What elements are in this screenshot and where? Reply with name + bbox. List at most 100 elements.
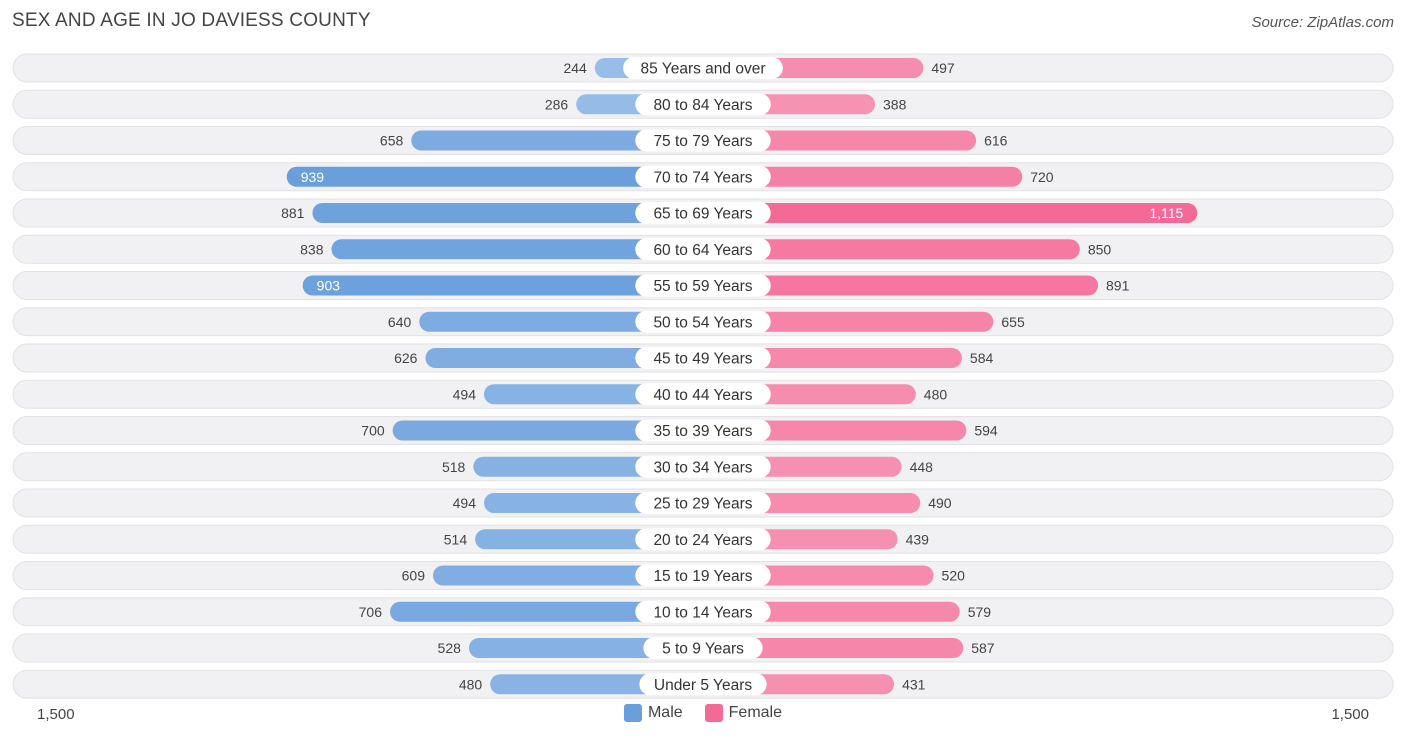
chart-row: 658 616 75 to 79 Years [12, 126, 1394, 155]
bar-male [331, 239, 703, 260]
category-pill [623, 57, 783, 79]
chart-row: 939 720 70 to 74 Years [12, 162, 1394, 192]
value-label-female: 587 [971, 640, 995, 656]
category-pill [635, 600, 771, 623]
value-label-male: 518 [442, 459, 466, 475]
bar-female [703, 638, 964, 658]
category-label: 10 to 14 Years [653, 604, 752, 621]
axis-label-left: 1,500 [37, 706, 75, 723]
value-label-female: 388 [883, 96, 907, 112]
value-label-male: 528 [438, 640, 462, 656]
chart-row: 700 594 35 to 39 Years [12, 416, 1394, 445]
legend-label-male: Male [647, 704, 683, 721]
category-pill [635, 528, 771, 551]
value-label-female: 616 [984, 133, 1008, 149]
legend-swatch-male [623, 704, 642, 722]
bar-male [302, 275, 703, 296]
legend-label-female: Female [728, 704, 783, 721]
bar-male [425, 348, 703, 368]
value-label-female: 1,115 [1149, 205, 1183, 221]
bar-male [433, 565, 703, 586]
bar-male [419, 311, 703, 332]
value-label-male: 626 [394, 350, 418, 366]
category-label: 55 to 59 Years [653, 278, 752, 295]
category-pill [635, 93, 771, 116]
value-label-male: 286 [545, 96, 569, 112]
category-label: 5 to 9 Years [662, 641, 744, 658]
category-label: 65 to 69 Years [653, 206, 752, 223]
chart-row: 640 655 50 to 54 Years [12, 307, 1394, 337]
legend-item-female[interactable]: Female [704, 704, 783, 722]
chart-row: 609 520 15 to 19 Years [12, 561, 1394, 590]
value-label-male: 480 [459, 676, 483, 692]
chart-row: 518 448 30 to 34 Years [12, 452, 1394, 482]
chart-row: 494 480 40 to 44 Years [12, 379, 1394, 409]
category-pill [635, 274, 771, 297]
bar-female [703, 130, 977, 151]
category-pill [635, 383, 771, 406]
category-pill [635, 419, 771, 442]
chart-row: 881 1,115 65 to 69 Years [12, 198, 1394, 228]
chart-row: 286 388 80 to 84 Years [12, 89, 1394, 119]
value-label-male: 903 [317, 278, 341, 294]
legend-item-male[interactable]: Male [623, 704, 683, 722]
value-label-female: 584 [970, 350, 994, 366]
value-label-male: 706 [359, 604, 383, 620]
category-pill [635, 564, 771, 587]
value-label-female: 850 [1088, 241, 1112, 257]
category-label: Under 5 Years [654, 677, 752, 694]
chart-row: 903 891 55 to 59 Years [12, 271, 1394, 300]
value-label-female: 720 [1030, 169, 1054, 185]
category-pill [635, 238, 771, 261]
value-label-female: 579 [968, 604, 992, 620]
value-label-male: 700 [361, 423, 385, 439]
category-label: 50 to 54 Years [653, 314, 752, 331]
legend: Male Female [0, 704, 1406, 722]
chart-row: 244 497 85 Years and over [12, 53, 1394, 83]
value-label-female: 594 [974, 423, 998, 439]
category-label: 45 to 49 Years [653, 351, 752, 368]
chart-row: 528 587 5 to 9 Years [12, 633, 1394, 663]
chart-title: SEX AND AGE IN JO DAVIESS COUNTY [12, 10, 371, 31]
value-label-female: 655 [1001, 314, 1025, 330]
category-label: 60 to 64 Years [653, 242, 752, 259]
value-label-male: 838 [300, 241, 324, 257]
category-pill [635, 492, 771, 514]
value-label-male: 881 [281, 205, 305, 221]
chart-row: 514 439 20 to 24 Years [12, 524, 1394, 554]
category-label: 75 to 79 Years [653, 133, 752, 150]
bar-male [411, 130, 703, 151]
category-label: 15 to 19 Years [653, 568, 752, 585]
chart-row: 838 850 60 to 64 Years [12, 234, 1394, 264]
category-label: 35 to 39 Years [653, 423, 752, 440]
bar-female [703, 311, 994, 332]
category-pill [635, 347, 771, 369]
value-label-female: 431 [902, 676, 926, 692]
bar-male [390, 601, 703, 622]
bar-female [703, 203, 1198, 223]
source-note: Source: ZipAtlas.com [1251, 14, 1394, 31]
value-label-male: 494 [453, 386, 477, 402]
category-pill [635, 455, 771, 478]
bar-male [312, 203, 703, 223]
category-label: 30 to 34 Years [653, 459, 752, 476]
bar-male [392, 420, 703, 441]
value-label-female: 480 [924, 386, 948, 402]
value-label-female: 497 [931, 60, 955, 76]
category-pill [635, 129, 771, 152]
value-label-male: 609 [402, 568, 426, 584]
chart-row: 494 490 25 to 29 Years [12, 488, 1394, 518]
value-label-male: 640 [388, 314, 412, 330]
bar-male [286, 166, 703, 187]
value-label-male: 939 [301, 169, 325, 185]
value-label-female: 520 [942, 568, 966, 584]
category-label: 80 to 84 Years [653, 97, 752, 114]
value-label-male: 494 [453, 495, 477, 511]
legend-swatch-female [704, 704, 723, 722]
value-label-female: 490 [928, 495, 952, 511]
category-pill [635, 202, 771, 224]
category-pill [643, 637, 763, 659]
category-label: 40 to 44 Years [653, 387, 752, 404]
value-label-female: 448 [910, 459, 934, 475]
